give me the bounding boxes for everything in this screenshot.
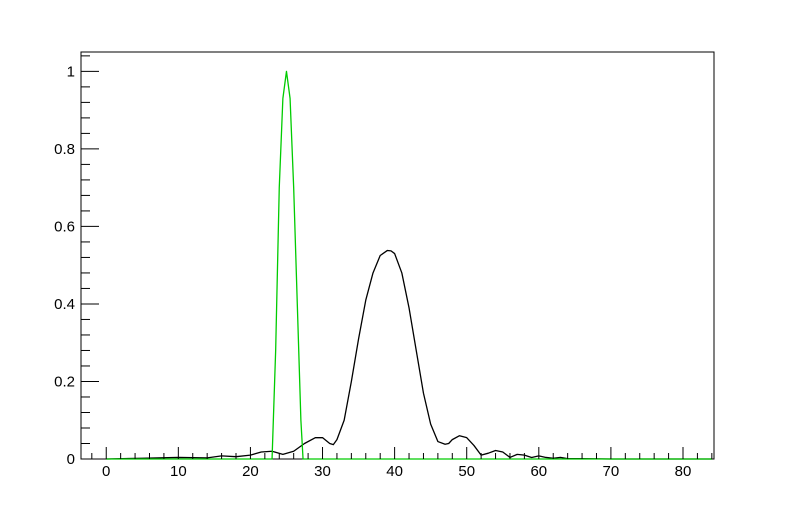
y-tick-label: 0.2: [54, 373, 75, 390]
x-tick-label: 0: [102, 463, 110, 480]
series-line-2: [106, 70, 712, 460]
x-tick-label: 20: [242, 463, 259, 480]
x-tick-label: 10: [170, 463, 187, 480]
x-tick-label: 30: [314, 463, 331, 480]
y-tick-label: 0: [67, 451, 75, 468]
plot-frame: [80, 51, 715, 460]
x-tick-label: 60: [530, 463, 547, 480]
x-tick-label: 80: [675, 463, 692, 480]
y-tick-label: 0.6: [54, 218, 75, 235]
x-tick-label: 40: [386, 463, 403, 480]
x-tick-label: 50: [458, 463, 475, 480]
y-tick-label: 0.8: [54, 141, 75, 158]
x-tick-label: 70: [603, 463, 620, 480]
y-tick-label: 0.4: [54, 296, 75, 313]
series-layer: [106, 70, 712, 460]
y-tick-label: 1: [67, 63, 75, 80]
axis-layer: 0 10 20 30 40 50 60 70 80 0 0.2 0.4 0.6 0.8 1: [54, 55, 713, 480]
series-line-1: [106, 249, 712, 460]
